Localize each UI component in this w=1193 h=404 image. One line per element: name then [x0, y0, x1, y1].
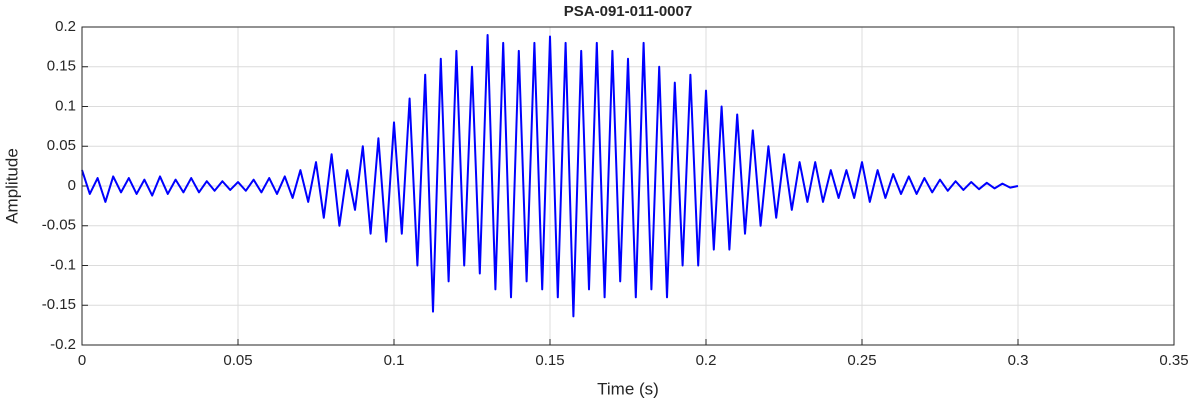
x-tick-label: 0.1 [384, 352, 405, 369]
x-tick-label: 0.3 [1008, 352, 1029, 369]
y-tick-label: 0.05 [47, 137, 76, 154]
x-tick-label: 0.25 [847, 352, 876, 369]
x-tick-label: 0.15 [535, 352, 564, 369]
x-axis-label: Time (s) [597, 379, 659, 398]
x-tick-label: 0.05 [223, 352, 252, 369]
y-tick-label: 0.15 [47, 58, 76, 75]
series-line [81, 33, 1019, 318]
y-tick-label: 0 [68, 177, 76, 194]
y-axis-label: Amplitude [2, 148, 21, 224]
y-tick-label: 0.1 [55, 97, 76, 114]
y-tick-label: 0.2 [55, 18, 76, 35]
axes-box [81, 26, 1175, 346]
x-tick-label: 0.2 [696, 352, 717, 369]
y-tick-label: -0.15 [42, 296, 76, 313]
y-tick-label: -0.2 [50, 336, 76, 353]
x-tick-label: 0 [78, 352, 86, 369]
y-tick-label: -0.05 [42, 217, 76, 234]
x-tick-label: 0.35 [1159, 352, 1188, 369]
y-tick-label: -0.1 [50, 256, 76, 273]
chart-title: PSA-091-011-0007 [564, 3, 692, 20]
